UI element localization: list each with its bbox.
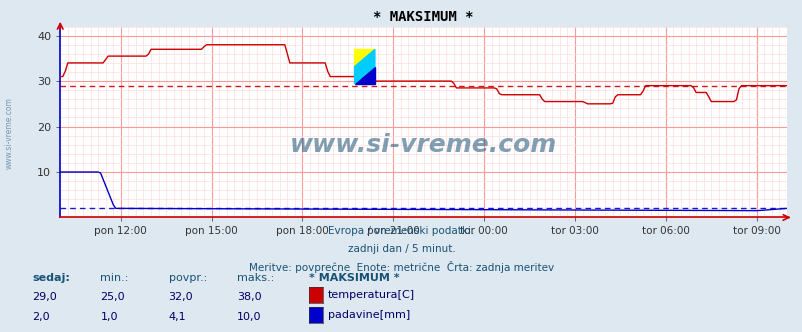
Text: zadnji dan / 5 minut.: zadnji dan / 5 minut. [347,244,455,254]
Text: Meritve: povprečne  Enote: metrične  Črta: zadnja meritev: Meritve: povprečne Enote: metrične Črta:… [249,261,553,273]
Text: 38,0: 38,0 [237,292,261,302]
Text: 25,0: 25,0 [100,292,125,302]
Text: padavine[mm]: padavine[mm] [327,310,409,320]
Polygon shape [354,67,375,84]
Text: Evropa / vremenski podatki.: Evropa / vremenski podatki. [328,226,474,236]
Text: sedaj:: sedaj: [32,273,70,283]
Text: povpr.:: povpr.: [168,273,207,283]
Text: temperatura[C]: temperatura[C] [327,290,414,300]
Text: 32,0: 32,0 [168,292,193,302]
Text: www.si-vreme.com: www.si-vreme.com [5,97,14,169]
Title: * MAKSIMUM *: * MAKSIMUM * [373,10,473,24]
Text: maks.:: maks.: [237,273,273,283]
Text: min.:: min.: [100,273,128,283]
Polygon shape [354,49,375,67]
Text: 29,0: 29,0 [32,292,57,302]
Text: www.si-vreme.com: www.si-vreme.com [290,133,557,157]
Text: 1,0: 1,0 [100,312,118,322]
Polygon shape [354,49,375,84]
Text: 10,0: 10,0 [237,312,261,322]
Text: * MAKSIMUM *: * MAKSIMUM * [309,273,399,283]
Text: 4,1: 4,1 [168,312,186,322]
Text: 2,0: 2,0 [32,312,50,322]
